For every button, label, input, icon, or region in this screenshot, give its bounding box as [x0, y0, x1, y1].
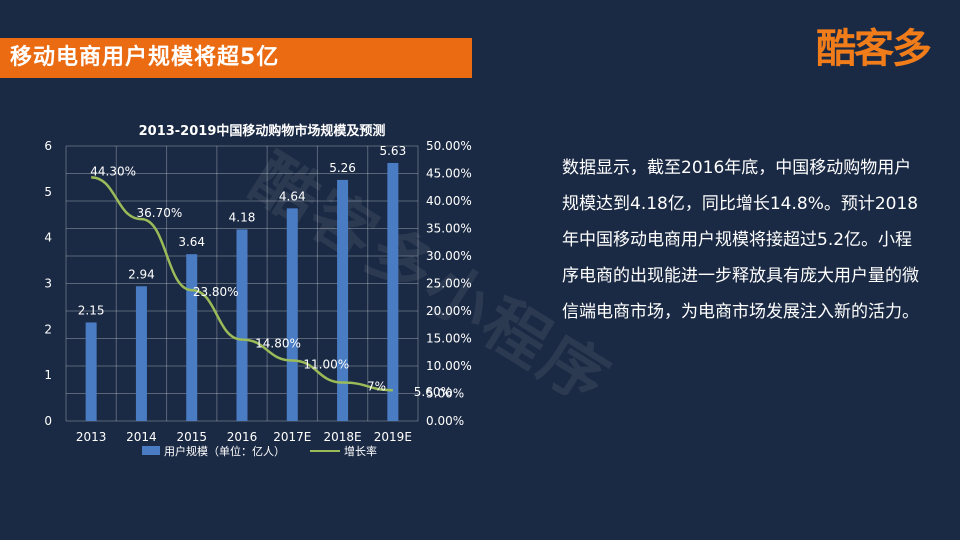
page-title: 移动电商用户规模将超5亿 [10, 45, 280, 70]
bar-data-label: 4.64 [279, 189, 306, 203]
line-data-label: 11.00% [303, 358, 349, 372]
line-data-label: 44.30% [90, 164, 136, 178]
bar-data-label: 2.15 [78, 303, 105, 317]
y-right-tick-label: 45.00% [426, 167, 472, 181]
line-series: 44.30% 36.70% 23.80% 14.80%11.00% 7% 5.60% [90, 164, 452, 399]
bar [387, 162, 399, 422]
y-left-tick-label: 4 [44, 231, 52, 245]
bar [337, 179, 349, 421]
y-right-tick-label: 30.00% [426, 249, 472, 263]
bar-series: 2.15 2.94 3.64 4.18 4.64 5.26 5.63 [78, 144, 406, 422]
line-data-label: 7% [367, 380, 386, 394]
y-left-tick-label: 1 [44, 368, 52, 382]
y-right-tick-label: 5.00% [426, 387, 464, 401]
bar-data-label: 4.18 [229, 210, 256, 224]
brand-logo: 酷客多 [816, 26, 932, 72]
y-right-tick-label: 10.00% [426, 359, 472, 373]
bar [186, 254, 198, 421]
line-data-label: 5.60% [414, 385, 452, 399]
description-text: 数据显示，截至2016年底，中国移动购物用户规模达到4.18亿，同比增长14.8… [562, 158, 919, 322]
x-tick-label: 2019E [374, 430, 412, 444]
legend-bar-swatch [142, 446, 160, 455]
bar-data-label: 3.64 [178, 235, 205, 249]
y-right-tick-label: 20.00% [426, 304, 472, 318]
x-tick-label: 2017E [273, 430, 311, 444]
growth-line [91, 176, 393, 392]
bar-data-label: 5.63 [379, 144, 406, 158]
y-right-tick-label: 0.00% [426, 414, 464, 428]
x-tick-label: 2015 [176, 430, 207, 444]
bar [286, 208, 298, 421]
x-tick-label: 2016 [227, 430, 258, 444]
legend-line-label: 增长率 [344, 444, 377, 458]
line-data-label: 14.80% [255, 337, 301, 351]
bar-data-label: 5.26 [329, 161, 356, 175]
y-axis-left: 0 1 2 3 4 5 6 [44, 139, 52, 428]
y-right-tick-label: 25.00% [426, 277, 472, 291]
chart-title: 2013-2019中国移动购物市场规模及预测 [139, 123, 386, 139]
legend-bar-label: 用户规模（单位：亿人） [164, 444, 285, 458]
x-tick-label: 2013 [76, 430, 107, 444]
x-axis: 2013 2014 2015 2016 2017E 2018E 2019E [76, 430, 412, 444]
bar [236, 229, 248, 421]
y-right-tick-label: 35.00% [426, 222, 472, 236]
line-data-label: 23.80% [193, 285, 239, 299]
chart-legend: 用户规模（单位：亿人） 增长率 [142, 444, 377, 458]
bar [85, 322, 97, 421]
y-right-tick-label: 50.00% [426, 139, 472, 153]
y-left-tick-label: 2 [44, 322, 52, 336]
y-right-tick-label: 15.00% [426, 332, 472, 346]
title-bar: 移动电商用户规模将超5亿 [0, 38, 472, 78]
y-left-tick-label: 6 [44, 139, 52, 153]
y-left-tick-label: 0 [44, 414, 52, 428]
bar-data-label: 2.94 [128, 267, 155, 281]
x-tick-label: 2014 [126, 430, 157, 444]
line-data-label: 36.70% [137, 206, 183, 220]
x-tick-label: 2018E [324, 430, 362, 444]
bar [135, 286, 147, 421]
y-left-tick-label: 5 [44, 185, 52, 199]
y-axis-right: 0.00% 5.00% 10.00% 15.00% 20.00% 25.00% 30.00%… [426, 139, 472, 428]
y-left-tick-label: 3 [44, 277, 52, 291]
y-right-tick-label: 40.00% [426, 194, 472, 208]
